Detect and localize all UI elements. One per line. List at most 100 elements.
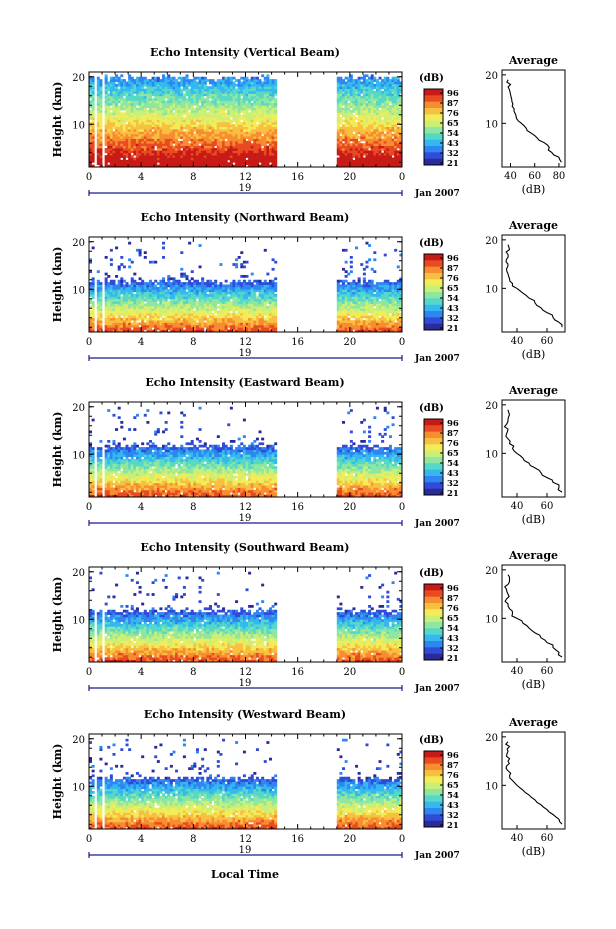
heatmap-cell bbox=[237, 98, 241, 101]
heatmap-cell bbox=[339, 159, 343, 163]
heatmap-cell bbox=[138, 291, 142, 295]
heatmap-cell bbox=[394, 114, 398, 118]
heatmap-cell bbox=[117, 305, 121, 309]
heatmap-cell bbox=[248, 136, 252, 139]
heatmap-cell bbox=[159, 289, 163, 293]
heatmap-cell bbox=[253, 91, 257, 94]
heatmap-cell bbox=[274, 110, 278, 113]
heatmap-cell bbox=[258, 124, 262, 128]
heatmap-cell bbox=[201, 289, 205, 293]
heatmap-cell bbox=[342, 86, 346, 90]
heatmap-cell bbox=[375, 117, 379, 120]
heatmap-cell bbox=[208, 291, 212, 295]
heatmap-cell bbox=[235, 117, 239, 120]
heatmap-cell bbox=[386, 126, 390, 130]
heatmap-cell bbox=[339, 155, 343, 158]
heatmap-cell bbox=[193, 107, 197, 111]
heatmap-cell bbox=[362, 95, 366, 99]
heatmap-cell bbox=[271, 105, 275, 109]
heatmap-cell bbox=[185, 296, 189, 300]
heatmap-cell bbox=[135, 305, 139, 309]
heatmap-cell bbox=[180, 131, 184, 135]
heatmap-cell bbox=[222, 310, 226, 314]
heatmap-cell bbox=[232, 148, 236, 151]
heatmap-cell bbox=[156, 136, 160, 139]
heatmap-cell bbox=[169, 129, 173, 132]
heatmap-cell bbox=[135, 301, 139, 304]
heatmap-cell bbox=[89, 126, 93, 130]
heatmap-cell bbox=[378, 100, 382, 104]
heatmap-cell bbox=[201, 324, 205, 328]
heatmap-cell bbox=[154, 308, 158, 312]
heatmap-cell bbox=[135, 152, 139, 156]
heatmap-cell bbox=[104, 164, 108, 168]
heatmap-cell bbox=[214, 110, 218, 113]
heatmap-cell bbox=[193, 88, 197, 92]
heatmap-cell bbox=[222, 162, 226, 166]
heatmap-cell bbox=[195, 148, 199, 151]
heatmap-cell bbox=[99, 150, 103, 154]
heatmap-cell bbox=[368, 100, 372, 104]
heatmap-cell bbox=[274, 119, 278, 123]
heatmap-cell bbox=[242, 79, 246, 82]
heatmap-cell bbox=[388, 136, 392, 139]
heatmap-cell bbox=[112, 140, 116, 144]
heatmap-cell bbox=[175, 164, 179, 168]
heatmap-cell bbox=[89, 95, 93, 99]
heatmap-cell bbox=[148, 119, 152, 123]
heatmap-cell bbox=[148, 164, 152, 168]
heatmap-cell bbox=[268, 138, 272, 142]
heatmap-cell bbox=[237, 138, 241, 142]
heatmap-cell bbox=[130, 277, 134, 281]
heatmap-cell bbox=[391, 162, 395, 166]
heatmap-cell bbox=[120, 93, 124, 97]
heatmap-cell bbox=[143, 140, 147, 144]
heatmap-cell bbox=[115, 320, 119, 323]
heatmap-cell bbox=[224, 305, 228, 309]
heatmap-cell bbox=[125, 155, 129, 158]
heatmap-cell bbox=[362, 143, 366, 147]
heatmap-cell bbox=[388, 79, 392, 82]
heatmap-cell bbox=[154, 157, 158, 161]
heatmap-cell bbox=[107, 291, 111, 295]
heatmap-cell bbox=[99, 98, 103, 101]
heatmap-cell bbox=[203, 76, 207, 80]
heatmap-cell bbox=[360, 114, 364, 118]
heatmap-cell bbox=[237, 320, 241, 323]
heatmap-cell bbox=[388, 93, 392, 97]
heatmap-cell bbox=[182, 83, 186, 87]
heatmap-cell bbox=[242, 157, 246, 161]
heatmap-cell bbox=[169, 313, 173, 316]
heatmap-cell bbox=[122, 317, 126, 321]
heatmap-cell bbox=[232, 110, 236, 113]
heatmap-cell bbox=[180, 291, 184, 295]
heatmap-cell bbox=[185, 81, 189, 85]
heatmap-cell bbox=[109, 102, 113, 106]
heatmap-cell bbox=[120, 303, 124, 307]
heatmap-cell bbox=[190, 291, 194, 295]
heatmap-cell bbox=[138, 126, 142, 130]
heatmap-cell bbox=[138, 133, 142, 137]
heatmap-cell bbox=[128, 100, 132, 104]
heatmap-cell bbox=[91, 289, 95, 293]
heatmap-cell bbox=[122, 296, 126, 300]
heatmap-cell bbox=[109, 263, 113, 266]
heatmap-cell bbox=[219, 159, 223, 163]
heatmap-cell bbox=[125, 313, 129, 316]
heatmap-cell bbox=[222, 102, 226, 106]
heatmap-cell bbox=[258, 102, 262, 106]
heatmap-cell bbox=[107, 98, 111, 101]
heatmap-cell bbox=[104, 140, 108, 144]
heatmap-cell bbox=[89, 324, 93, 328]
heatmap-cell bbox=[148, 138, 152, 142]
heatmap-cell bbox=[146, 143, 150, 147]
heatmap-cell bbox=[156, 155, 160, 158]
heatmap-cell bbox=[154, 260, 158, 264]
heatmap-cell bbox=[195, 157, 199, 161]
heatmap-cell bbox=[342, 159, 346, 163]
heatmap-cell bbox=[211, 93, 215, 97]
heatmap-cell bbox=[125, 162, 129, 166]
heatmap-cell bbox=[99, 100, 103, 104]
heatmap-cell bbox=[188, 289, 192, 293]
heatmap-cell bbox=[125, 324, 129, 328]
